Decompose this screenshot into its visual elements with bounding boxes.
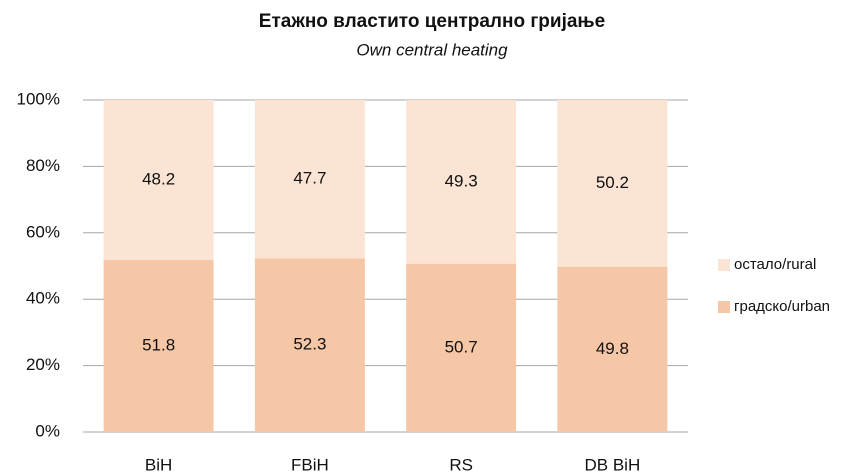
y-tick-label: 20% bbox=[26, 355, 60, 374]
data-label: 50.7 bbox=[445, 337, 478, 356]
bar bbox=[103, 100, 214, 261]
data-label: 51.8 bbox=[142, 335, 175, 354]
y-tick-label: 80% bbox=[26, 156, 60, 175]
data-label: 49.8 bbox=[596, 339, 629, 358]
y-tick-label: 40% bbox=[26, 289, 60, 308]
x-tick-label: RS bbox=[449, 455, 473, 474]
x-tick-label: BiH bbox=[145, 455, 172, 474]
legend-swatch bbox=[718, 259, 730, 271]
data-label: 47.7 bbox=[293, 169, 326, 188]
data-label: 49.3 bbox=[445, 171, 478, 190]
data-label: 50.2 bbox=[596, 173, 629, 192]
data-label: 52.3 bbox=[293, 335, 326, 354]
y-tick-label: 100% bbox=[17, 89, 60, 108]
bar bbox=[557, 100, 668, 267]
y-tick-label: 0% bbox=[35, 421, 60, 440]
legend-swatch bbox=[718, 301, 730, 313]
bar bbox=[406, 263, 517, 432]
legend-label: градско/urban bbox=[734, 298, 830, 315]
bar bbox=[103, 260, 214, 432]
x-tick-label: DB BiH bbox=[585, 455, 641, 474]
chart-title: Етажно властито централно гријање bbox=[259, 11, 605, 32]
data-label: 48.2 bbox=[142, 169, 175, 188]
bar bbox=[254, 100, 365, 259]
bar bbox=[254, 258, 365, 432]
chart-subtitle: Own central heating bbox=[356, 40, 508, 59]
legend-label: остало/rural bbox=[734, 256, 816, 273]
y-tick-label: 60% bbox=[26, 222, 60, 241]
bar bbox=[406, 100, 517, 264]
x-tick-label: FBiH bbox=[291, 455, 329, 474]
bar bbox=[557, 266, 668, 432]
